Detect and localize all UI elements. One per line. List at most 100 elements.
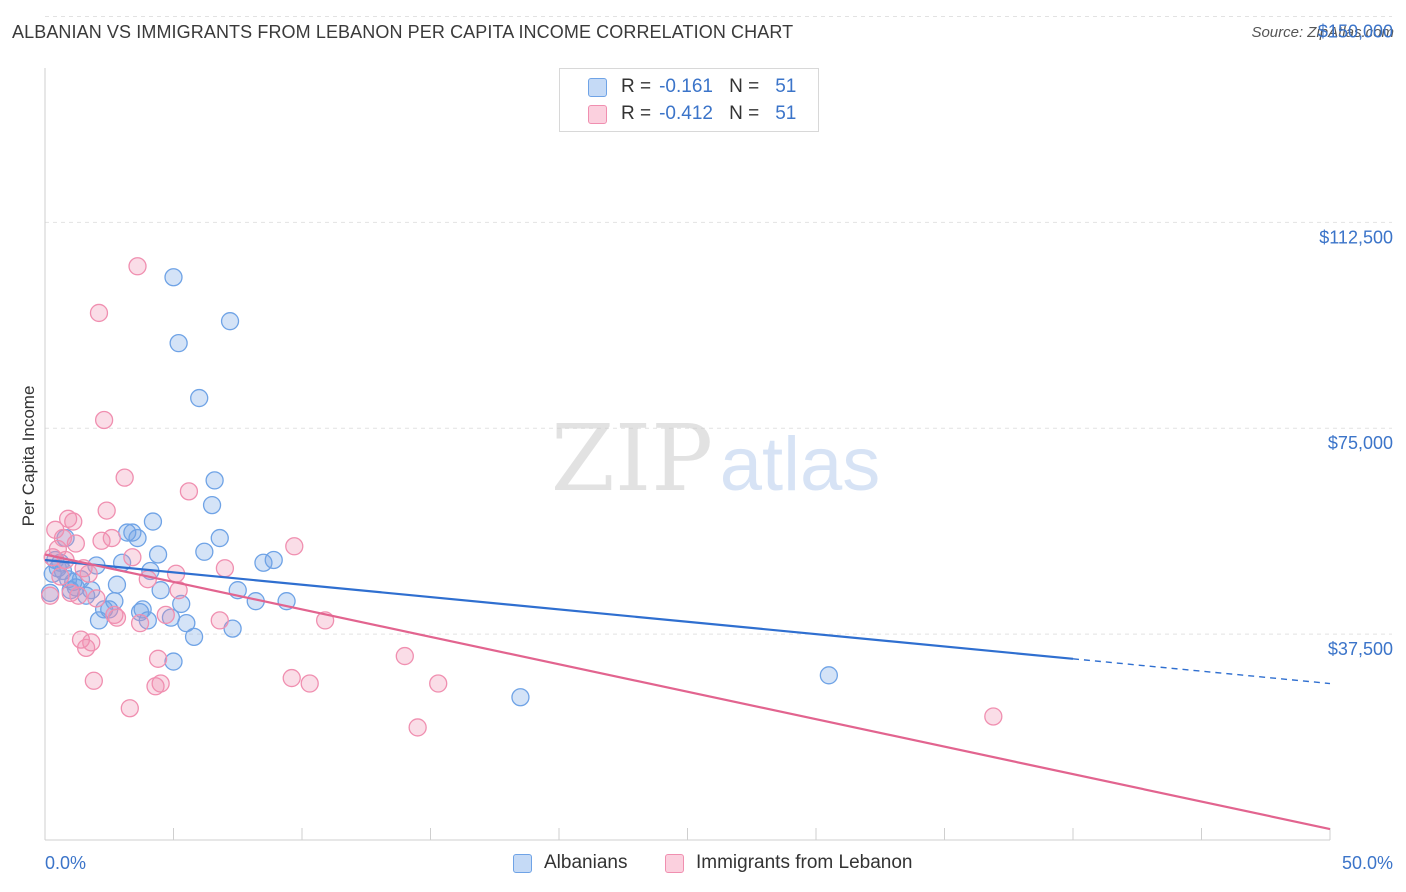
point-albanians	[177, 613, 196, 633]
point-albanians	[172, 594, 191, 614]
point-lebanon	[94, 410, 114, 430]
point-lebanon	[395, 646, 414, 666]
point-albanians	[819, 666, 838, 685]
point-lebanon	[51, 567, 70, 586]
point-lebanon	[285, 537, 304, 556]
legend-row-lebanon: R = -0.412 N = 51	[588, 101, 796, 127]
point-albanians	[128, 528, 147, 548]
y-axis-label: Per Capita Income	[19, 386, 38, 527]
point-albanians	[169, 333, 188, 353]
point-albanians	[133, 600, 152, 619]
legend-r-label: R =	[621, 103, 652, 124]
point-albanians	[210, 528, 229, 548]
point-lebanon	[84, 671, 103, 690]
point-lebanon	[169, 581, 188, 600]
chart-title: ALBANIAN VS IMMIGRANTS FROM LEBANON PER …	[12, 22, 794, 42]
trend-line-lebanon	[44, 553, 1331, 831]
legend-n-value: 51	[775, 76, 797, 97]
point-albanians	[76, 586, 96, 605]
trend-layer	[44, 553, 1331, 831]
legend-swatch-albanians	[588, 77, 607, 97]
points-layer	[40, 257, 1003, 737]
point-lebanon	[66, 534, 85, 553]
watermark: ZIP atlas	[551, 405, 880, 512]
point-lebanon	[120, 699, 139, 718]
point-lebanon	[300, 674, 319, 693]
point-lebanon	[123, 548, 142, 567]
legend-n-value: 51	[775, 103, 797, 124]
point-lebanon	[130, 613, 150, 633]
axis-layer	[44, 68, 1331, 841]
legend-n-label: N =	[729, 76, 760, 97]
point-lebanon	[102, 528, 121, 548]
point-albanians	[254, 553, 273, 572]
trend-line-albanians	[44, 558, 1074, 660]
point-lebanon	[429, 674, 448, 693]
grid-layer	[45, 15, 1392, 635]
point-lebanon	[128, 257, 147, 276]
watermark-atlas: atlas	[720, 422, 881, 507]
series-legend: Albanians Immigrants from Lebanon	[0, 852, 1406, 878]
point-lebanon	[89, 303, 109, 323]
point-lebanon	[87, 589, 106, 608]
point-lebanon	[179, 482, 199, 501]
point-albanians	[205, 471, 224, 490]
legend-r-value: -0.161	[659, 76, 713, 97]
point-lebanon	[148, 649, 168, 668]
source-label: Source: ZipAtlas.com	[1251, 24, 1394, 41]
point-lebanon	[40, 586, 60, 605]
y-tick-label: $150,000	[1318, 21, 1393, 41]
point-lebanon	[408, 718, 427, 737]
trend-line-albanians-extension	[1072, 658, 1331, 685]
point-lebanon	[151, 674, 170, 693]
x-tick-label: 50.0%	[1342, 853, 1393, 873]
point-albanians	[202, 495, 222, 515]
point-lebanon	[76, 638, 96, 657]
legend-n-label: N =	[729, 103, 760, 124]
point-albanians	[195, 542, 214, 561]
point-albanians	[184, 627, 204, 647]
series-legend-lebanon: Immigrants from Lebanon	[665, 852, 913, 874]
point-lebanon	[107, 608, 127, 627]
point-albanians	[143, 512, 163, 531]
point-lebanon	[64, 512, 83, 531]
label-layer: $37,500 $75,000 $112,500 $150,000 0.0% 50.0%	[45, 21, 1393, 873]
correlation-legend: R = -0.161 N = 51 R = -0.412 N = 51	[559, 68, 819, 132]
x-tick-label: 0.0%	[45, 853, 86, 873]
legend-swatch-lebanon	[588, 104, 607, 124]
point-lebanon	[58, 509, 78, 528]
point-lebanon	[105, 605, 124, 625]
point-albanians	[164, 268, 183, 287]
point-lebanon	[79, 564, 98, 583]
point-lebanon	[215, 559, 235, 578]
y-tick-label: $112,500	[1319, 227, 1393, 247]
legend-r-value: -0.412	[659, 103, 713, 124]
point-albanians	[151, 581, 170, 600]
point-albanians	[107, 575, 127, 594]
point-lebanon	[984, 707, 1003, 726]
y-tick-label: $75,000	[1328, 433, 1393, 453]
point-lebanon	[146, 677, 165, 696]
watermark-zip: ZIP	[551, 405, 713, 512]
point-lebanon	[210, 611, 229, 630]
series-legend-label: Immigrants from Lebanon	[696, 852, 913, 873]
point-lebanon	[69, 586, 88, 605]
point-lebanon	[138, 570, 157, 589]
series-legend-albanians: Albanians	[513, 852, 627, 874]
point-albanians	[223, 619, 242, 638]
point-albanians	[264, 550, 283, 570]
point-albanians	[220, 312, 240, 331]
legend-row-albanians: R = -0.161 N = 51	[588, 74, 796, 100]
point-albanians	[148, 545, 168, 564]
series-swatch-lebanon	[665, 853, 684, 873]
series-swatch-albanians	[513, 853, 532, 873]
point-lebanon	[115, 468, 134, 487]
point-albanians	[511, 688, 530, 707]
point-albanians	[190, 388, 209, 408]
point-lebanon	[97, 501, 116, 520]
point-lebanon	[92, 531, 111, 550]
point-albanians	[164, 652, 183, 671]
point-lebanon	[156, 605, 175, 625]
point-lebanon	[82, 633, 101, 652]
